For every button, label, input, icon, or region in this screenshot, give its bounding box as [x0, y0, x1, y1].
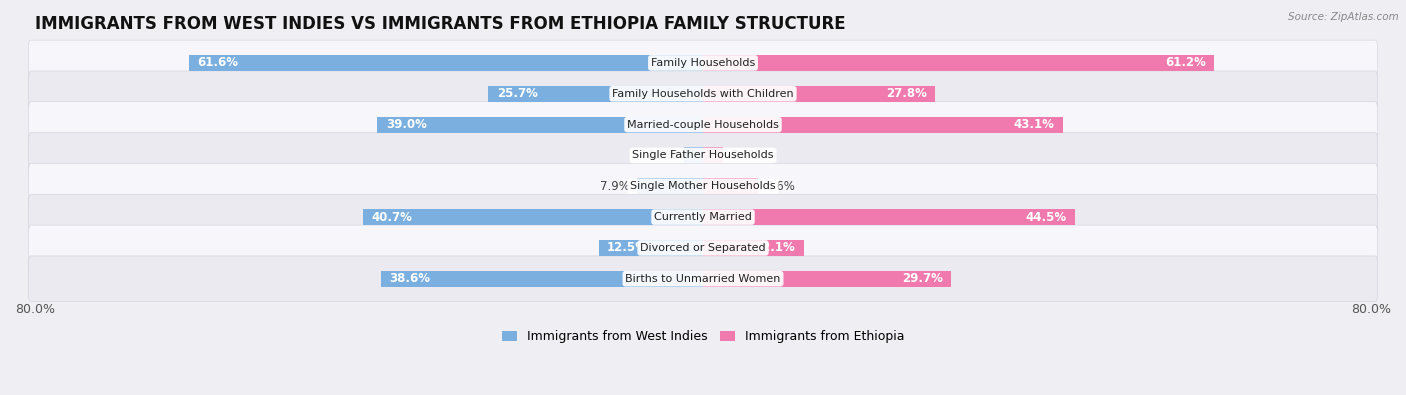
FancyBboxPatch shape: [28, 40, 1378, 86]
Bar: [703, 271, 950, 287]
Text: Single Mother Households: Single Mother Households: [630, 181, 776, 191]
Bar: [703, 55, 1213, 71]
Bar: [703, 178, 758, 194]
Bar: [703, 86, 935, 102]
Bar: [381, 271, 703, 287]
FancyBboxPatch shape: [28, 164, 1378, 209]
Bar: [703, 147, 723, 164]
Bar: [703, 240, 804, 256]
FancyBboxPatch shape: [28, 71, 1378, 117]
FancyBboxPatch shape: [28, 102, 1378, 147]
Text: 12.1%: 12.1%: [755, 241, 796, 254]
Text: Source: ZipAtlas.com: Source: ZipAtlas.com: [1288, 12, 1399, 22]
Text: 2.4%: 2.4%: [730, 149, 759, 162]
Text: 43.1%: 43.1%: [1014, 118, 1054, 131]
Text: 6.6%: 6.6%: [765, 180, 794, 193]
Text: 40.7%: 40.7%: [371, 211, 412, 224]
Legend: Immigrants from West Indies, Immigrants from Ethiopia: Immigrants from West Indies, Immigrants …: [496, 325, 910, 348]
Text: IMMIGRANTS FROM WEST INDIES VS IMMIGRANTS FROM ETHIOPIA FAMILY STRUCTURE: IMMIGRANTS FROM WEST INDIES VS IMMIGRANT…: [35, 15, 845, 33]
Text: 39.0%: 39.0%: [385, 118, 426, 131]
FancyBboxPatch shape: [28, 256, 1378, 301]
Bar: [363, 209, 703, 225]
Text: 61.6%: 61.6%: [197, 56, 238, 70]
Bar: [683, 147, 703, 164]
Bar: [703, 117, 1063, 133]
Bar: [488, 86, 703, 102]
FancyBboxPatch shape: [28, 194, 1378, 240]
Text: Married-couple Households: Married-couple Households: [627, 120, 779, 130]
Text: 25.7%: 25.7%: [496, 87, 537, 100]
Bar: [599, 240, 703, 256]
Text: 38.6%: 38.6%: [389, 272, 430, 285]
Text: Single Father Households: Single Father Households: [633, 150, 773, 160]
FancyBboxPatch shape: [28, 225, 1378, 271]
Text: Family Households: Family Households: [651, 58, 755, 68]
Bar: [377, 117, 703, 133]
Text: Births to Unmarried Women: Births to Unmarried Women: [626, 274, 780, 284]
Text: 27.8%: 27.8%: [886, 87, 927, 100]
Text: 44.5%: 44.5%: [1025, 211, 1066, 224]
Text: Currently Married: Currently Married: [654, 212, 752, 222]
Text: Family Households with Children: Family Households with Children: [612, 89, 794, 99]
Bar: [188, 55, 703, 71]
Text: 29.7%: 29.7%: [901, 272, 942, 285]
Text: 7.9%: 7.9%: [600, 180, 630, 193]
Text: 2.3%: 2.3%: [647, 149, 678, 162]
Bar: [703, 209, 1074, 225]
Text: 61.2%: 61.2%: [1164, 56, 1206, 70]
Text: Divorced or Separated: Divorced or Separated: [640, 243, 766, 253]
FancyBboxPatch shape: [28, 133, 1378, 178]
Bar: [637, 178, 703, 194]
Text: 12.5%: 12.5%: [607, 241, 648, 254]
